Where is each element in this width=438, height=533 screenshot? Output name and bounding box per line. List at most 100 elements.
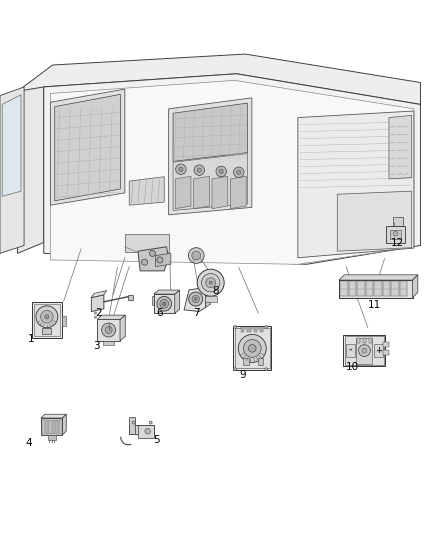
Bar <box>340 281 348 296</box>
Bar <box>56 421 58 434</box>
Bar <box>233 326 271 370</box>
Polygon shape <box>169 98 252 215</box>
Bar <box>349 281 356 296</box>
Bar <box>357 338 360 343</box>
Bar <box>366 281 373 296</box>
Polygon shape <box>2 95 21 197</box>
Text: 4: 4 <box>25 438 32 448</box>
Circle shape <box>94 312 97 314</box>
Circle shape <box>194 165 205 175</box>
Bar <box>374 281 381 296</box>
Circle shape <box>102 323 116 337</box>
Bar <box>343 335 385 366</box>
Bar <box>62 316 66 326</box>
Circle shape <box>197 168 201 172</box>
Circle shape <box>201 273 220 292</box>
Bar <box>383 350 389 355</box>
Circle shape <box>359 345 370 357</box>
Circle shape <box>189 292 203 306</box>
Polygon shape <box>154 290 180 294</box>
Polygon shape <box>337 191 412 251</box>
Bar <box>34 304 60 336</box>
Bar <box>261 330 264 333</box>
Circle shape <box>192 251 201 260</box>
Circle shape <box>105 327 112 334</box>
Circle shape <box>216 166 226 177</box>
Text: 6: 6 <box>156 309 163 318</box>
Text: 11: 11 <box>368 300 381 310</box>
Polygon shape <box>97 315 125 319</box>
Bar <box>41 418 63 435</box>
Circle shape <box>141 259 148 265</box>
Bar <box>241 330 244 333</box>
Bar <box>363 338 366 343</box>
Text: -: - <box>349 346 352 355</box>
Text: 8: 8 <box>212 286 219 296</box>
Polygon shape <box>175 176 191 209</box>
Text: 10: 10 <box>346 362 359 372</box>
Bar <box>391 281 399 296</box>
Bar <box>42 328 52 334</box>
Text: 2: 2 <box>95 309 102 318</box>
Circle shape <box>176 164 186 174</box>
Polygon shape <box>206 284 211 308</box>
Circle shape <box>362 348 367 353</box>
Circle shape <box>192 295 199 303</box>
Circle shape <box>244 340 261 357</box>
Polygon shape <box>413 275 418 297</box>
Bar <box>46 421 48 434</box>
Polygon shape <box>62 414 66 435</box>
Polygon shape <box>91 290 107 297</box>
Circle shape <box>219 169 223 174</box>
Circle shape <box>233 325 237 328</box>
Bar <box>205 296 217 302</box>
Bar <box>357 337 372 364</box>
Bar <box>60 421 62 434</box>
Circle shape <box>188 248 204 263</box>
Bar <box>345 336 384 365</box>
Circle shape <box>36 306 58 328</box>
Circle shape <box>209 281 212 284</box>
Circle shape <box>237 170 241 174</box>
Circle shape <box>265 368 268 371</box>
Polygon shape <box>173 103 247 161</box>
Text: +: + <box>375 346 382 355</box>
Circle shape <box>132 421 135 424</box>
Text: 9: 9 <box>239 370 246 379</box>
Polygon shape <box>155 253 171 266</box>
Polygon shape <box>393 217 403 227</box>
Bar <box>129 417 135 434</box>
Bar <box>129 425 154 434</box>
Bar <box>386 226 405 243</box>
Bar <box>374 344 383 357</box>
Bar <box>49 421 52 434</box>
Bar <box>390 230 401 239</box>
Polygon shape <box>173 154 247 211</box>
Circle shape <box>393 231 398 236</box>
Bar <box>258 358 264 365</box>
Bar <box>103 341 114 345</box>
Circle shape <box>179 167 183 172</box>
Polygon shape <box>184 287 206 311</box>
Bar <box>154 294 175 313</box>
Polygon shape <box>50 89 125 205</box>
Circle shape <box>265 325 268 328</box>
Text: 12: 12 <box>391 238 404 248</box>
Polygon shape <box>212 176 228 209</box>
Bar <box>357 281 364 296</box>
Circle shape <box>238 334 266 362</box>
Bar <box>244 358 249 365</box>
Polygon shape <box>120 315 125 341</box>
Circle shape <box>157 296 172 311</box>
Polygon shape <box>194 176 209 209</box>
Circle shape <box>197 269 224 296</box>
Bar <box>173 296 176 305</box>
Circle shape <box>206 278 215 288</box>
Circle shape <box>149 251 155 256</box>
Circle shape <box>45 314 49 319</box>
Polygon shape <box>175 290 180 313</box>
Circle shape <box>149 421 152 424</box>
Bar <box>48 435 56 440</box>
Circle shape <box>233 167 244 177</box>
Circle shape <box>160 300 169 308</box>
